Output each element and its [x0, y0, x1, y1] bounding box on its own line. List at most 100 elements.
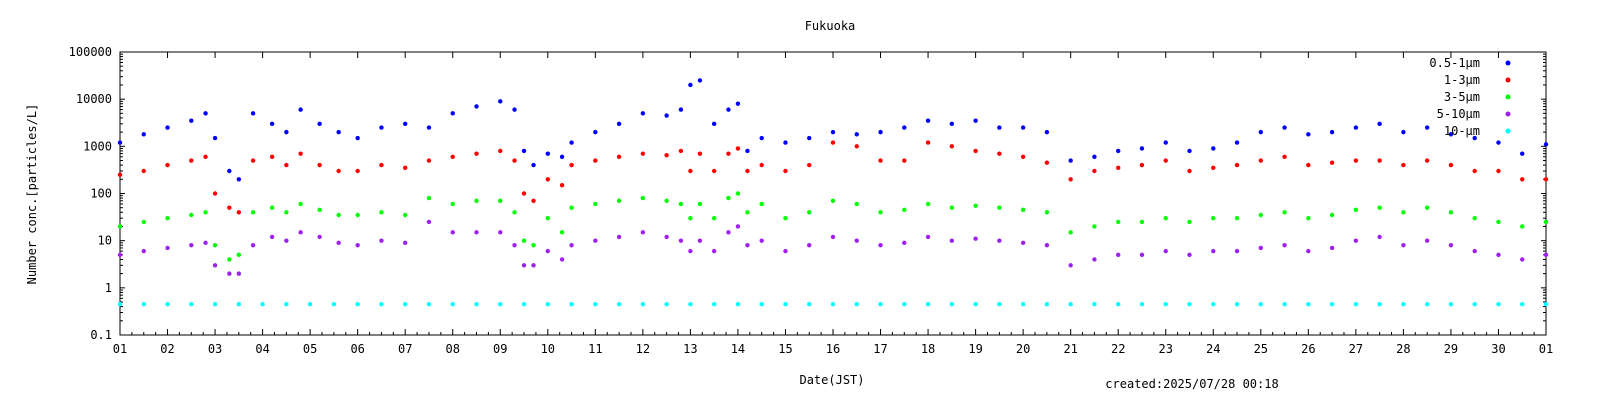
data-point [1282, 243, 1287, 248]
data-point [450, 301, 455, 307]
data-point [902, 125, 907, 130]
legend-marker [1505, 77, 1511, 83]
created-footer: created:2025/07/28 00:18 [1105, 377, 1278, 391]
data-point [284, 301, 289, 307]
data-point [1448, 162, 1454, 168]
data-point [250, 158, 256, 163]
x-tick-label: 15 [778, 342, 792, 356]
data-point [141, 168, 146, 174]
data-point [1116, 219, 1121, 225]
data-point [678, 148, 684, 154]
data-point [1139, 146, 1145, 151]
data-point [559, 154, 565, 159]
data-point [697, 151, 703, 156]
data-point [1377, 158, 1382, 163]
data-point [593, 129, 598, 135]
data-point [236, 301, 242, 307]
data-point [593, 301, 598, 307]
data-point [212, 263, 218, 268]
data-point [1258, 212, 1264, 218]
data-point [1520, 151, 1525, 156]
data-point [298, 151, 303, 156]
data-point [1163, 158, 1168, 163]
data-point [1020, 154, 1026, 159]
data-point [1044, 243, 1050, 248]
data-point [212, 135, 218, 141]
data-point [1187, 301, 1192, 307]
x-tick-label: 10 [541, 342, 555, 356]
data-point [1520, 177, 1525, 182]
data-point [212, 243, 218, 248]
data-point [1520, 257, 1525, 262]
data-point [1092, 301, 1097, 307]
data-point [759, 135, 764, 141]
data-point [521, 263, 527, 268]
data-point [1520, 224, 1525, 229]
data-point [1187, 252, 1192, 258]
data-point [925, 201, 931, 207]
data-point [141, 219, 146, 225]
data-point [1282, 301, 1287, 307]
data-point [1092, 168, 1097, 174]
data-point [1044, 160, 1050, 165]
data-point [1234, 301, 1240, 307]
data-point [830, 234, 836, 240]
data-point [1187, 168, 1192, 174]
data-point [203, 240, 208, 246]
data-points [117, 78, 1549, 307]
data-point [616, 234, 622, 240]
data-point [1139, 301, 1145, 307]
data-point [1496, 219, 1501, 225]
data-point [949, 205, 955, 210]
data-point [688, 301, 693, 307]
data-point [745, 148, 750, 154]
data-point [1401, 210, 1406, 215]
data-point [189, 118, 194, 123]
data-point [925, 234, 931, 240]
data-point [284, 210, 289, 215]
x-tick-label: 04 [255, 342, 269, 356]
data-point [1044, 301, 1050, 307]
data-point [269, 154, 275, 159]
data-point [474, 104, 479, 109]
data-point [878, 129, 883, 135]
data-point [1448, 301, 1454, 307]
data-point [1377, 234, 1382, 240]
data-point [688, 168, 693, 174]
data-point [688, 82, 693, 88]
data-point [212, 191, 218, 196]
y-tick-label: 10000 [76, 92, 112, 106]
data-point [1234, 162, 1240, 168]
data-point [1211, 215, 1216, 221]
data-point [1496, 252, 1501, 258]
data-point [236, 271, 242, 276]
data-point [697, 201, 703, 207]
data-point [1116, 252, 1121, 258]
data-point [1424, 158, 1430, 163]
data-point [997, 238, 1002, 243]
data-point [1163, 215, 1168, 221]
axis-ticks: 0.1 1 10 100 1000 10000 100000 01 02 03 04 05 06 07 08… [69, 45, 1554, 356]
y-tick-label: 10 [98, 234, 112, 248]
x-tick-label: 28 [1396, 342, 1410, 356]
data-point [807, 162, 812, 168]
data-point [203, 154, 208, 159]
data-point [1329, 245, 1335, 251]
data-point [616, 198, 622, 204]
data-point [307, 301, 313, 307]
data-point [1234, 140, 1240, 145]
data-point [745, 168, 750, 174]
data-point [403, 121, 408, 127]
data-point [379, 125, 384, 130]
data-point [141, 132, 146, 137]
data-point [830, 301, 836, 307]
data-point [403, 301, 408, 307]
data-point [336, 168, 341, 174]
data-point [203, 210, 208, 215]
data-point [902, 301, 907, 307]
data-point [783, 168, 788, 174]
data-point [379, 301, 384, 307]
data-point [1187, 219, 1192, 225]
legend-marker [1505, 94, 1511, 100]
data-point [317, 121, 322, 127]
